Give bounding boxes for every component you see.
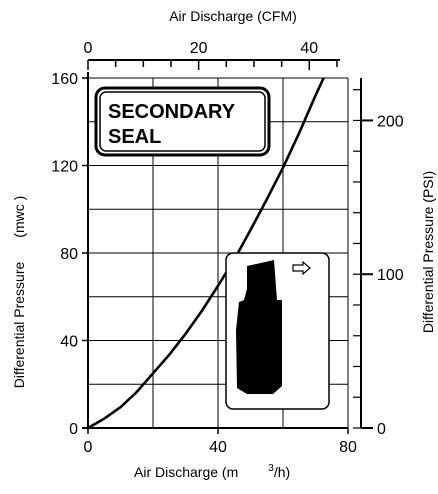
y-tick-label: 160 (51, 71, 78, 88)
seal-illustration (225, 252, 330, 410)
y-axis: 0 40 80 120 160 (51, 71, 88, 438)
top-tick-label: 0 (84, 40, 93, 57)
top-x-axis: 0 20 40 (84, 40, 340, 70)
right-tick-label: 200 (377, 113, 404, 130)
secondary-seal-badge: SECONDARY SEAL (94, 86, 271, 157)
y-tick-label: 40 (60, 334, 78, 351)
seal-icon (236, 260, 282, 394)
series-layer (87, 77, 325, 430)
series-line (87, 77, 325, 430)
right-axis-title: Differential Pressure (PSI) (420, 171, 436, 333)
x-axis-title: Air Discharge (m 3/h) (134, 463, 290, 480)
x-tick-label: 40 (209, 439, 227, 456)
badge-line-1: SECONDARY (108, 101, 236, 123)
y-axis-title: Differential Pressure(mwc ) (11, 196, 27, 389)
y-tick-label: 80 (60, 246, 78, 263)
top-tick-label: 40 (300, 40, 318, 57)
right-tick-label: 0 (377, 421, 386, 438)
top-tick-label: 20 (190, 40, 208, 57)
badge-line-2: SEAL (108, 126, 161, 148)
arrow-right-icon (292, 260, 311, 276)
y-tick-label: 0 (69, 421, 78, 438)
y-tick-label: 120 (51, 159, 78, 176)
right-tick-label: 100 (377, 267, 404, 284)
right-y-axis: 0 100 200 (353, 78, 404, 438)
x-axis: 0 40 80 (84, 428, 357, 456)
x-tick-label: 80 (339, 439, 357, 456)
top-axis-title: Air Discharge (CFM) (169, 8, 297, 24)
x-tick-label: 0 (84, 439, 93, 456)
